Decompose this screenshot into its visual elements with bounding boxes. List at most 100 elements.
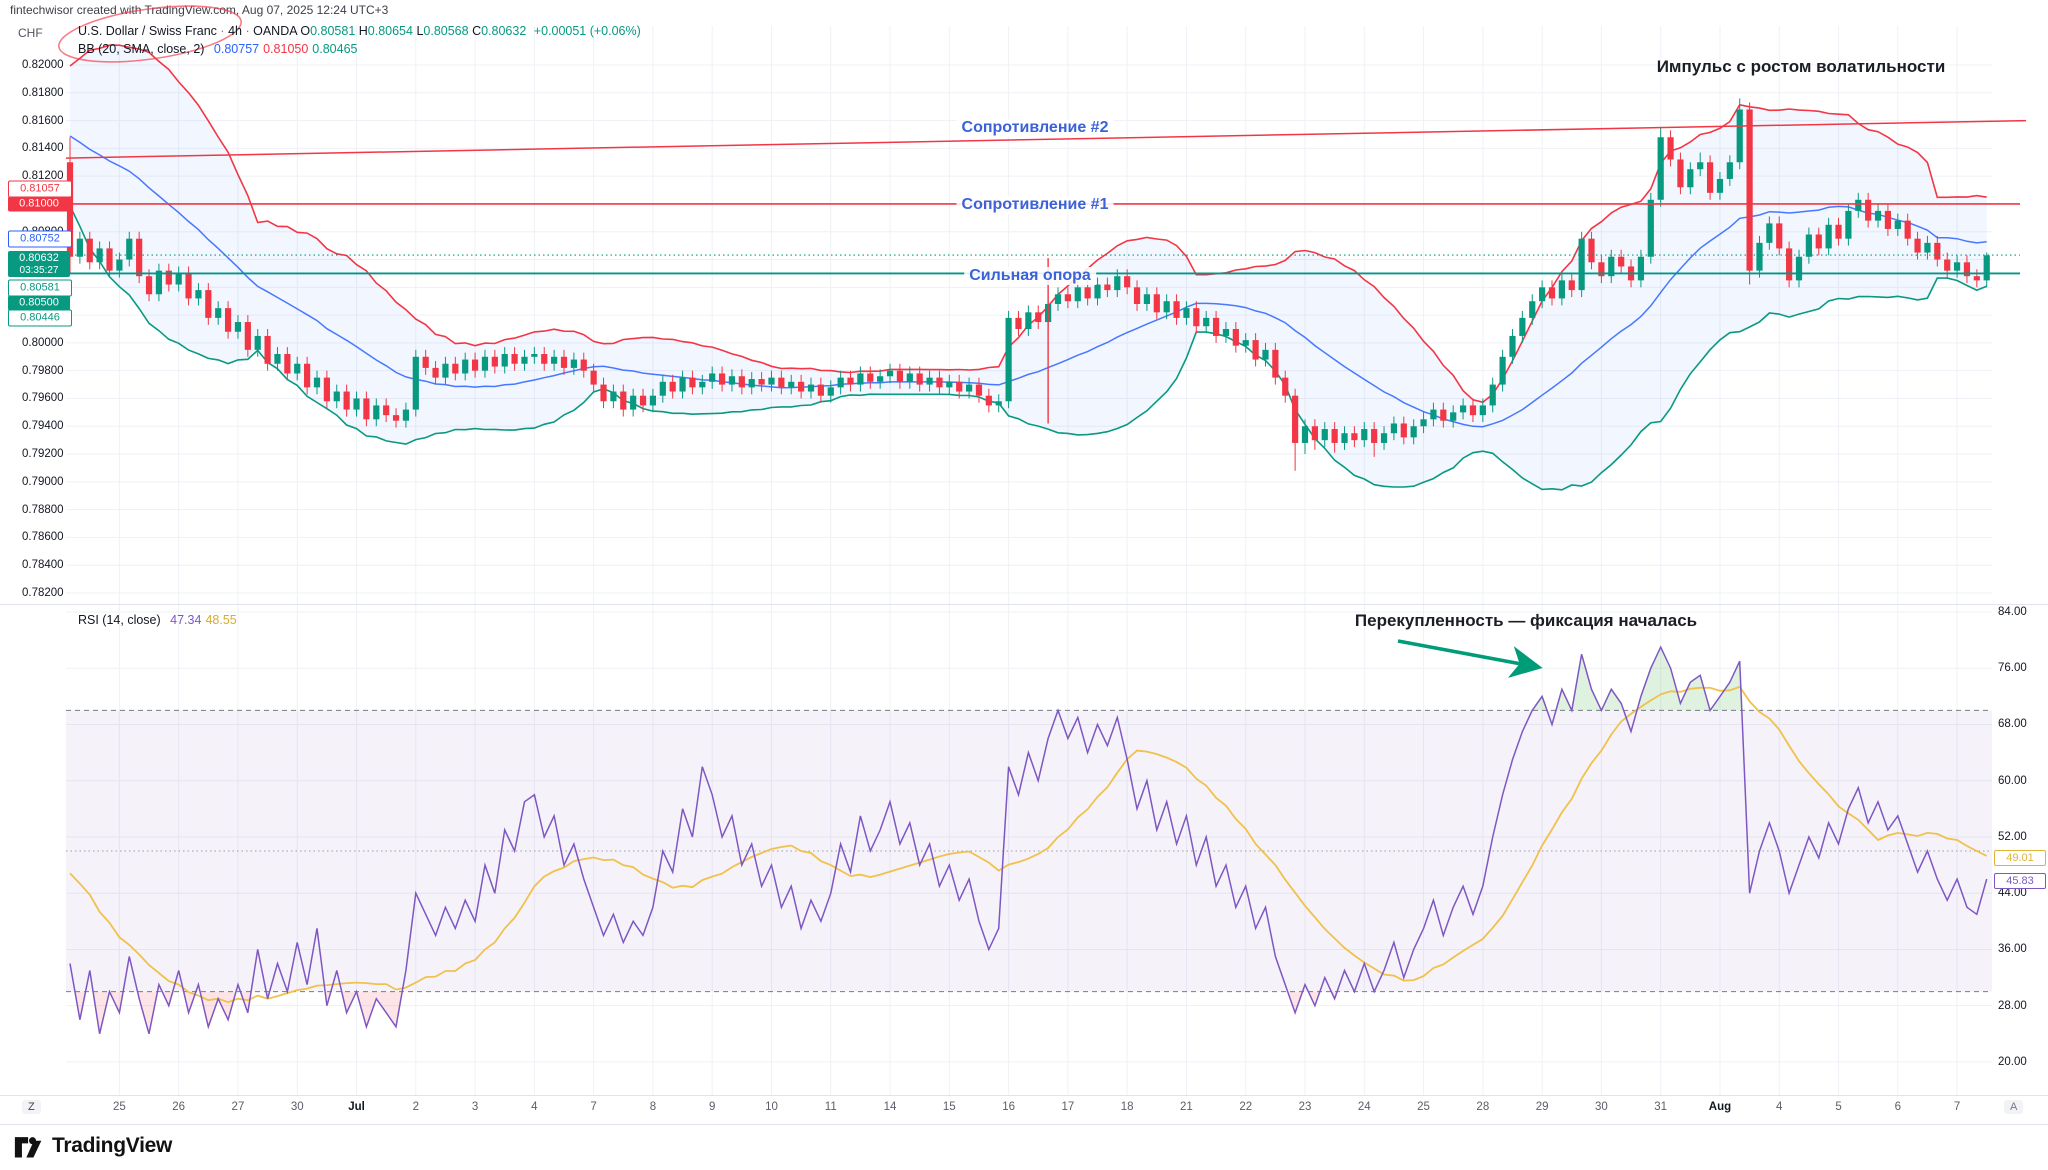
ohlc-l-value: 0.80568: [423, 24, 469, 38]
ohlc-values: O0.80581 H0.80654 L0.80568 C0.80632: [300, 24, 527, 38]
time-tick-Jul: Jul: [348, 1101, 365, 1113]
overbought-arrow: [1397, 639, 1543, 678]
time-tick-25: 25: [1417, 1101, 1430, 1113]
annotation-resistance-1[interactable]: Сопротивление #1: [956, 196, 1114, 214]
attribution-text: fintechwisor created with TradingView.co…: [10, 3, 389, 17]
time-tick-2: 2: [412, 1101, 419, 1113]
time-tick-6: 6: [1894, 1101, 1901, 1113]
price-tick: 0.79600: [22, 392, 64, 405]
time-tick-9: 9: [708, 1101, 716, 1113]
rsi-legend[interactable]: RSI (14, close) 47.34 48.55: [78, 613, 241, 627]
time-tick-4: 4: [531, 1101, 538, 1113]
rsi-tick: 68.00: [1998, 718, 2027, 731]
price-label-0.80632: 0.80632 03:35:27: [8, 251, 70, 277]
resistance-2-trendline: [65, 119, 2027, 159]
rsi-label[interactable]: RSI (14, close): [78, 613, 161, 627]
price-tick: 0.82000: [22, 59, 64, 71]
time-tick-29: 29: [1535, 1101, 1549, 1113]
tradingview-wordmark: TradingView: [52, 1134, 173, 1157]
rsi-value: 47.34: [170, 613, 202, 627]
symbol-legend[interactable]: U.S. Dollar / Swiss Franc · 4h · OANDA O…: [78, 24, 641, 38]
time-tick-Aug: Aug: [1708, 1101, 1732, 1113]
autoscale-button[interactable]: A: [2004, 1100, 2024, 1114]
time-tick-7: 7: [590, 1101, 597, 1113]
time-tick-5: 5: [1835, 1101, 1842, 1113]
time-tick-21: 21: [1180, 1101, 1193, 1113]
rsi-overbought-fill: [1057, 647, 1742, 711]
price-tick: 0.78400: [22, 559, 64, 572]
rsi-label-49.01: 49.01: [1994, 850, 2046, 866]
time-tick-4: 4: [1776, 1101, 1783, 1113]
rsi-tick: 44.00: [1998, 887, 2027, 900]
bollinger-fill: [70, 45, 1987, 490]
time-tick-24: 24: [1357, 1101, 1371, 1113]
change-value: +0.00051 (+0.06%): [533, 24, 641, 38]
price-tick: 0.81200: [22, 170, 64, 183]
price-tick: 0.79800: [22, 364, 64, 377]
rsi-ma-line: [69, 685, 1988, 1004]
bollinger-lower-band: [69, 205, 1987, 491]
annotation-strong-support[interactable]: Сильная опора: [964, 267, 1096, 285]
ohlc-o-value: 0.80581: [310, 24, 356, 38]
price-axis-currency-label: CHF: [18, 26, 43, 40]
price-tick: 0.81600: [22, 114, 64, 127]
price-label-0.80500: 0.80500: [8, 295, 70, 311]
time-tick-31: 31: [1654, 1101, 1668, 1113]
time-tick-11: 11: [824, 1101, 837, 1113]
time-tick-17: 17: [1061, 1101, 1075, 1113]
time-tick-16: 16: [1002, 1101, 1015, 1113]
ohlc-c-value: 0.80632: [481, 24, 527, 38]
price-tick: 0.79400: [22, 420, 64, 433]
price-label-0.80752: 0.80752: [8, 230, 72, 248]
time-tick-14: 14: [883, 1101, 897, 1113]
rsi-label-45.83: 45.83: [1994, 873, 2046, 889]
rsi-tick: 20.00: [1998, 1055, 2027, 1068]
bollinger-basis: [69, 135, 1987, 428]
bb-value: 0.80465: [312, 42, 358, 56]
hand-drawn-circle: [58, 5, 242, 63]
time-tick-30: 30: [1594, 1101, 1608, 1113]
price-tick: 0.78800: [22, 503, 64, 516]
bb-value: 0.81050: [263, 42, 309, 56]
countdown-timer: 03:35:27: [19, 265, 59, 276]
tradingview-footer-logo[interactable]: TradingView: [14, 1133, 172, 1159]
rsi-tick: 52.00: [1998, 830, 2027, 843]
time-tick-22: 22: [1239, 1101, 1253, 1113]
time-tick-8: 8: [649, 1101, 657, 1113]
time-tick-30: 30: [290, 1101, 304, 1113]
rsi-tick: 28.00: [1998, 999, 2027, 1012]
time-tick-28: 28: [1476, 1101, 1490, 1113]
price-tick: 0.80000: [22, 336, 64, 349]
price-label-0.80581: 0.80581: [8, 279, 72, 297]
symbol-exchange[interactable]: OANDA: [253, 24, 297, 38]
bb-label[interactable]: BB (20, SMA, close, 2): [78, 42, 205, 56]
symbol-title[interactable]: U.S. Dollar / Swiss Franc: [78, 24, 217, 38]
price-tick: 0.79000: [22, 475, 64, 488]
symbol-timeframe[interactable]: 4h: [228, 24, 242, 38]
time-tick-7: 7: [1953, 1101, 1961, 1113]
annotation-overbought[interactable]: Перекупленность — фиксация началась: [1354, 611, 1698, 630]
price-tick: 0.81800: [22, 86, 64, 99]
time-tick-15: 15: [942, 1101, 956, 1113]
time-tick-23: 23: [1298, 1101, 1312, 1113]
bb-values: 0.80757 0.81050 0.80465: [214, 42, 362, 56]
price-label-0.81000: 0.81000: [8, 196, 70, 212]
price-tick: 0.79200: [22, 448, 64, 461]
ohlc-h-value: 0.80654: [367, 24, 413, 38]
rsi-line: [69, 645, 1988, 1035]
price-tick: 0.81400: [22, 142, 64, 155]
bb-legend[interactable]: BB (20, SMA, close, 2) 0.80757 0.81050 0.8…: [78, 42, 361, 56]
rsi-tick: 60.00: [1998, 774, 2027, 787]
time-tick-3: 3: [471, 1101, 479, 1113]
timezone-button[interactable]: Z: [22, 1100, 41, 1114]
rsi-values: 47.34 48.55: [170, 613, 241, 627]
time-tick-18: 18: [1120, 1101, 1134, 1113]
tradingview-logo-icon: [14, 1137, 42, 1158]
time-tick-26: 26: [172, 1101, 186, 1113]
price-tick: 0.78200: [22, 587, 64, 599]
time-tick-25: 25: [112, 1101, 126, 1113]
annotation-impulse[interactable]: Импульс с ростом волатильности: [1656, 57, 1946, 76]
annotation-resistance-2[interactable]: Сопротивление #2: [956, 119, 1114, 137]
